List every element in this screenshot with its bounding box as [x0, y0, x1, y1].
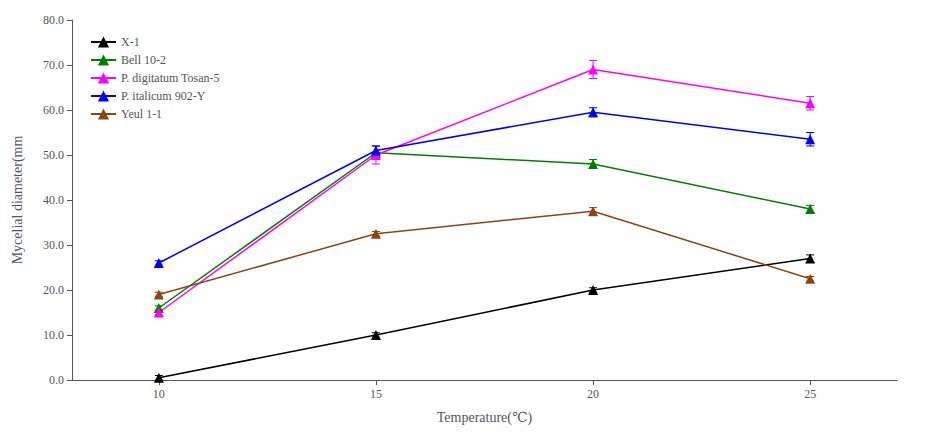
svg-text:50.0: 50.0	[43, 148, 64, 162]
svg-text:20.0: 20.0	[43, 283, 64, 297]
svg-text:Mycelial diameter(mm: Mycelial diameter(mm	[10, 136, 26, 265]
svg-text:30.0: 30.0	[43, 238, 64, 252]
svg-text:60.0: 60.0	[43, 103, 64, 117]
svg-text:P. italicum 902-Y: P. italicum 902-Y	[121, 89, 206, 103]
svg-text:40.0: 40.0	[43, 193, 64, 207]
svg-text:25: 25	[804, 387, 816, 401]
svg-text:P. digitatum Tosan-5: P. digitatum Tosan-5	[121, 71, 220, 85]
svg-text:10.0: 10.0	[43, 328, 64, 342]
svg-text:Yeul 1-1: Yeul 1-1	[121, 107, 162, 121]
svg-text:15: 15	[370, 387, 382, 401]
svg-text:70.0: 70.0	[43, 58, 64, 72]
svg-text:X-1: X-1	[121, 35, 140, 49]
svg-text:Bell 10-2: Bell 10-2	[121, 53, 166, 67]
svg-text:80.0: 80.0	[43, 13, 64, 27]
svg-text:20: 20	[587, 387, 599, 401]
svg-text:10: 10	[153, 387, 165, 401]
svg-text:0.0: 0.0	[49, 373, 64, 387]
svg-text:Temperature(℃): Temperature(℃)	[437, 410, 533, 426]
